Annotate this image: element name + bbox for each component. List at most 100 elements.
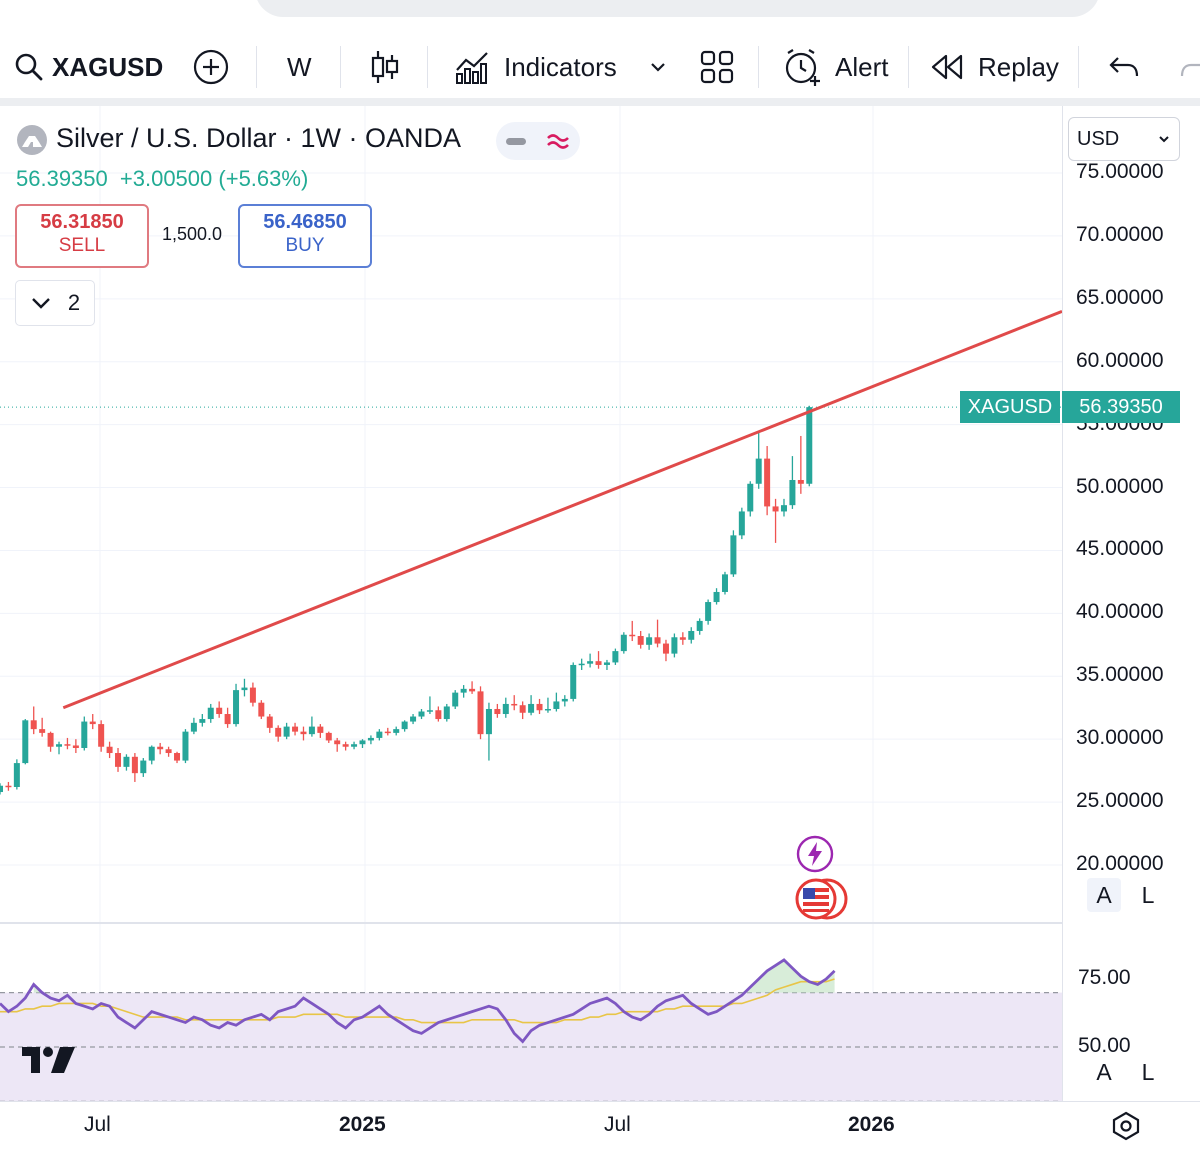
price-tick-label: 35.00000 xyxy=(1076,663,1164,687)
tag-symbol: XAGUSD xyxy=(967,395,1053,418)
chart-type-button[interactable] xyxy=(370,48,400,86)
candle-body xyxy=(435,710,442,720)
candle-body xyxy=(123,756,130,767)
sell-button[interactable]: 56.31850 SELL xyxy=(15,204,149,268)
us-flag-icon xyxy=(795,878,848,920)
candle-body xyxy=(351,744,358,747)
price-chart[interactable] xyxy=(0,106,1063,1103)
candle-body xyxy=(705,602,712,621)
layout-button[interactable] xyxy=(700,48,734,86)
toolbar-divider xyxy=(758,46,759,88)
replay-button[interactable]: Replay xyxy=(930,48,1059,86)
chart-settings-button[interactable] xyxy=(1110,1110,1142,1147)
candle-body xyxy=(578,663,585,666)
candle-body xyxy=(764,458,771,507)
candle-body xyxy=(233,690,240,725)
price-tick-label: 70.00000 xyxy=(1076,222,1164,246)
candle-body xyxy=(13,763,20,787)
address-pill[interactable] xyxy=(255,0,1100,17)
candle-body xyxy=(620,634,627,652)
rsi-auto-scale-button[interactable]: A xyxy=(1087,1055,1121,1089)
candle-body xyxy=(81,721,88,748)
redo-button[interactable] xyxy=(1178,48,1200,86)
indicators-dropdown[interactable] xyxy=(648,48,668,86)
candle-body xyxy=(595,661,602,665)
redo-icon xyxy=(1180,63,1200,77)
candle-body xyxy=(519,705,526,713)
symbol-search[interactable]: XAGUSD xyxy=(14,48,163,86)
symbol-label: XAGUSD xyxy=(52,51,164,82)
candle-body xyxy=(570,664,577,699)
rsi-line xyxy=(0,958,836,1044)
chevron-down-icon xyxy=(651,63,665,72)
candle-body xyxy=(637,636,644,645)
time-tick: Jul xyxy=(604,1113,631,1136)
auto-scale-button[interactable]: A xyxy=(1087,878,1121,912)
currency-select[interactable]: USD xyxy=(1068,117,1180,161)
market-status-pill[interactable] xyxy=(496,122,580,160)
candle-body xyxy=(148,746,155,761)
price-tick-label: 30.00000 xyxy=(1076,726,1164,750)
compare-button[interactable] xyxy=(193,48,229,86)
candle-body xyxy=(612,651,619,663)
candle-body xyxy=(367,737,374,741)
candle-body xyxy=(662,643,669,654)
chevron-down-icon xyxy=(1159,136,1169,143)
log-scale-button[interactable]: L xyxy=(1131,878,1165,912)
change-percent: (+5.63%) xyxy=(218,166,309,191)
price-scale[interactable] xyxy=(1062,106,1200,1101)
time-axis[interactable] xyxy=(0,1101,1200,1156)
candle-body xyxy=(418,711,425,717)
settings-hexagon-icon xyxy=(1112,1111,1140,1141)
time-tick-year: 2025 xyxy=(339,1113,386,1136)
event-marker-us-flag[interactable] xyxy=(795,878,849,925)
candle-body xyxy=(39,729,46,733)
interval-button[interactable]: W xyxy=(287,48,312,86)
candle-body xyxy=(174,753,181,761)
candle-body xyxy=(688,630,695,640)
price-tick-label: 50.00000 xyxy=(1076,474,1164,498)
collapse-indicators-button[interactable]: 2 xyxy=(15,280,95,326)
candle-body xyxy=(629,634,636,637)
exchange-logo xyxy=(16,124,48,161)
candle-body xyxy=(561,698,568,702)
main-chart-pane[interactable] xyxy=(0,106,1063,1103)
candle-body xyxy=(334,740,341,745)
candle-body xyxy=(679,637,686,640)
tradingview-logo[interactable] xyxy=(20,1045,78,1080)
event-marker-lightning[interactable] xyxy=(796,835,834,878)
candle-body xyxy=(772,506,779,512)
candle-body xyxy=(182,731,189,761)
price-tick-label: 45.00000 xyxy=(1076,537,1164,561)
candle-body xyxy=(536,703,543,711)
alert-button[interactable]: Alert xyxy=(783,48,888,86)
interval-label: W xyxy=(287,51,312,82)
candle-body xyxy=(241,687,248,691)
sell-price: 56.31850 xyxy=(40,211,124,233)
rsi-tick-label: 50.00 xyxy=(1078,1034,1131,1057)
candle-body xyxy=(494,708,501,715)
candle-body xyxy=(426,710,433,712)
candle-body xyxy=(738,511,745,536)
grid-icon xyxy=(700,50,734,84)
rsi-tick-label: 75.00 xyxy=(1078,966,1131,989)
candle-body xyxy=(789,479,796,506)
candle-body xyxy=(755,458,762,484)
candle-body xyxy=(266,716,273,728)
candle-body xyxy=(443,706,450,720)
candle-body xyxy=(528,703,535,713)
candle-body xyxy=(249,687,256,703)
candle-body xyxy=(780,505,787,512)
symbol-price-tag: XAGUSD xyxy=(960,391,1060,423)
symbol-title[interactable]: Silver / U.S. Dollar · 1W · OANDA xyxy=(56,123,462,153)
trend-line xyxy=(62,310,1063,710)
buy-button[interactable]: 56.46850 BUY xyxy=(238,204,372,268)
candle-body xyxy=(511,703,518,706)
ohlc-values: 56.39350 +3.00500 (+5.63%) xyxy=(16,166,308,192)
candle-body xyxy=(317,726,324,733)
rsi-log-scale-button[interactable]: L xyxy=(1131,1055,1165,1089)
candle-body xyxy=(646,637,653,645)
candle-body xyxy=(300,731,307,735)
indicators-button[interactable]: Indicators xyxy=(454,48,617,86)
undo-button[interactable] xyxy=(1108,48,1140,86)
